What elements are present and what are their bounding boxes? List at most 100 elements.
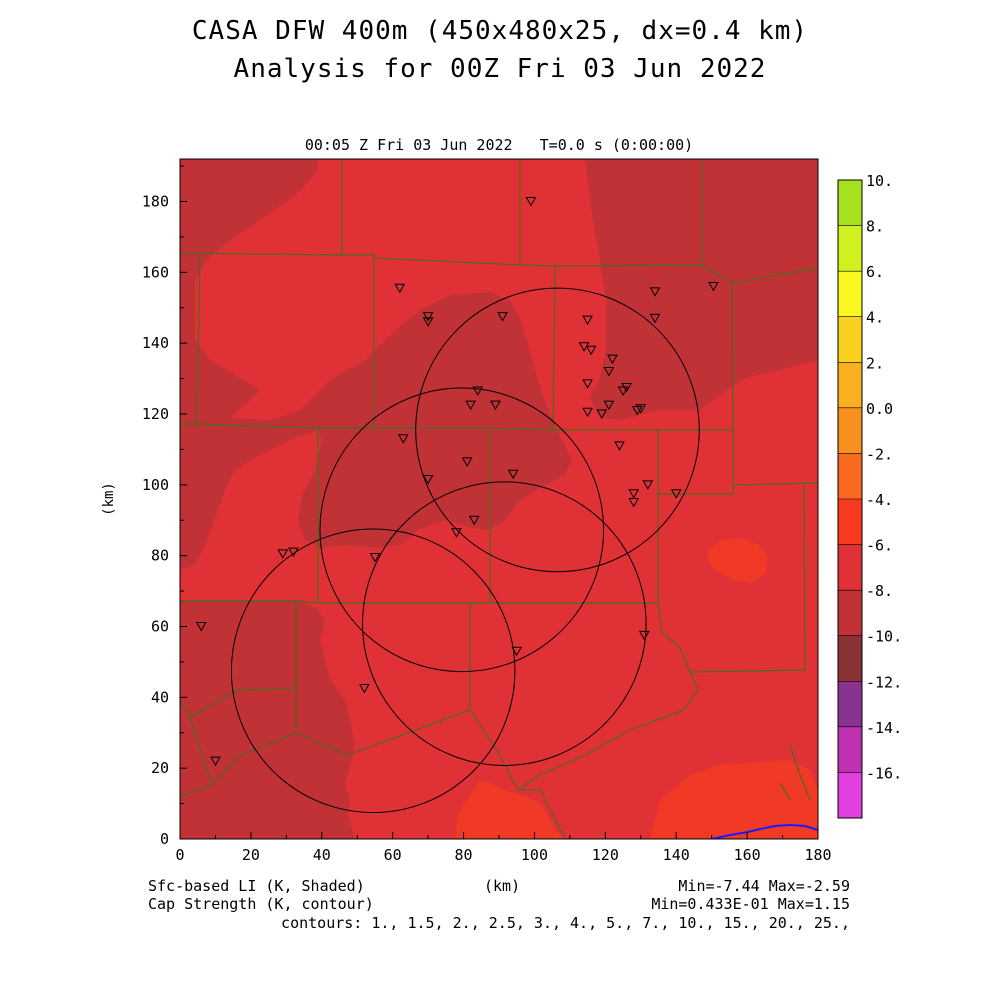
colorbar-swatch	[838, 499, 862, 545]
station-marker	[603, 400, 615, 411]
colorbar-swatch	[838, 453, 862, 499]
station-marker	[582, 407, 593, 418]
y-tick-label: 100	[142, 476, 169, 494]
y-tick-label: 80	[151, 547, 169, 565]
y-tick-label: 140	[142, 334, 169, 352]
station-marker	[507, 469, 519, 480]
station-marker	[670, 489, 682, 499]
station-marker	[358, 683, 370, 694]
axes: 0 20 40 60 80 100 120 140 160 180 0 20 40 60 80 100 120 1…	[142, 165, 832, 864]
colorbar-label: -12.	[866, 673, 902, 691]
station-marker	[628, 489, 640, 499]
station-marker	[397, 434, 409, 444]
colorbar-swatch	[838, 407, 862, 454]
station-marker	[422, 475, 434, 485]
y-tick-label: 160	[142, 263, 169, 281]
y-axis-label: (km)	[101, 482, 117, 516]
x-tick-label: 140	[663, 846, 690, 864]
x-tick-label: 0	[175, 846, 184, 864]
radar-circle-1	[415, 287, 700, 573]
footer-field1: Sfc-based LI (K, Shaded)	[148, 877, 365, 895]
station-marker	[288, 547, 299, 558]
station-marker	[614, 441, 625, 451]
colorbar-label: -6.	[866, 537, 893, 555]
station-marker	[603, 367, 615, 377]
station-marker	[638, 630, 650, 641]
radar-circle-2	[319, 387, 605, 673]
y-tick-label: 120	[142, 405, 169, 423]
station-marker	[607, 354, 618, 365]
colorbar: 10. 8. 6. 4. 2. 0.0 -2. -4. -6. -8. -10. -12. -14. -1…	[837, 172, 902, 819]
colorbar-label: -4.	[866, 491, 893, 509]
x-tick-label: 60	[384, 846, 402, 864]
colorbar-swatch	[838, 635, 862, 682]
map-title: CASA DFW 400m (450x480x25, dx=0.4 km)	[191, 16, 809, 46]
station-marker	[621, 382, 632, 393]
station-marker	[472, 386, 484, 396]
station-marker	[649, 313, 661, 324]
x-tick-label: 80	[455, 846, 473, 864]
station-marker	[461, 457, 473, 467]
station-marker	[195, 622, 207, 632]
darker-region-southwest	[180, 600, 355, 839]
y-tick-label: 20	[151, 759, 169, 777]
colorbar-label: -2.	[866, 445, 893, 463]
forecast-time-label: T=0.0 s (0:00:00)	[539, 136, 694, 154]
station-marker	[210, 756, 221, 767]
colorbar-label: 0.0	[866, 400, 893, 418]
darker-region-central	[180, 159, 572, 570]
station-marker	[525, 197, 537, 207]
colorbar-swatch	[838, 316, 862, 363]
valid-time-label: 00:05 Z Fri 03 Jun 2022	[304, 136, 513, 154]
footer-contours: contours: 1., 1.5, 2., 2.5, 3., 4., 5., …	[281, 914, 850, 932]
station-marker	[617, 386, 629, 396]
station-marker	[465, 400, 476, 411]
plot-time-header: 00:05 Z Fri 03 Jun 2022 T=0.0 s (0:00:00…	[180, 136, 818, 154]
y-tick-label: 180	[142, 193, 169, 211]
y-tick-label: 40	[151, 688, 169, 706]
colorbar-label: -16.	[866, 764, 902, 782]
map-subtitle: Analysis for 00Z Fri 03 Jun 2022	[233, 54, 767, 84]
y-tick-label: 60	[151, 618, 169, 636]
station-markers	[195, 197, 719, 767]
colorbar-label: -10.	[866, 628, 902, 646]
colorbar-label: -14.	[866, 719, 902, 737]
x-tick-label: 160	[734, 846, 761, 864]
colorbar-label: -8.	[866, 582, 893, 600]
colorbar-swatch	[838, 362, 862, 408]
station-marker	[511, 646, 523, 657]
station-marker	[628, 498, 640, 508]
station-marker	[277, 549, 289, 559]
x-tick-label: 40	[313, 846, 331, 864]
darker-region-northeast	[585, 159, 818, 420]
station-marker	[596, 409, 608, 420]
footer-field2: Cap Strength (K, contour)	[148, 895, 374, 913]
cap-strength-contours	[230, 287, 700, 814]
county-boundaries	[180, 159, 818, 839]
station-marker	[394, 283, 406, 294]
x-tick-label: 180	[804, 846, 831, 864]
station-marker	[708, 282, 719, 292]
colorbar-swatch	[838, 225, 862, 272]
x-tick-label: 100	[521, 846, 548, 864]
shaded-field	[180, 159, 818, 839]
colorbar-label: 4.	[866, 309, 884, 327]
colorbar-label: 10.	[866, 172, 893, 190]
footer-minmax2: Min=0.433E-01 Max=1.15	[651, 895, 850, 913]
x-tick-label: 20	[242, 846, 260, 864]
station-marker	[451, 528, 462, 538]
x-tick-label: 120	[592, 846, 619, 864]
station-marker	[582, 315, 593, 326]
station-marker	[468, 515, 480, 526]
station-marker	[422, 312, 434, 322]
coastline	[711, 823, 818, 839]
colorbar-swatch	[838, 726, 862, 773]
bright-spot-south	[455, 780, 565, 839]
radar-circle-4	[230, 528, 516, 814]
colorbar-swatch	[838, 772, 862, 818]
colorbar-swatch	[838, 271, 862, 317]
station-marker	[490, 400, 501, 411]
station-marker	[497, 312, 508, 322]
bright-spot-southeast	[650, 760, 818, 839]
